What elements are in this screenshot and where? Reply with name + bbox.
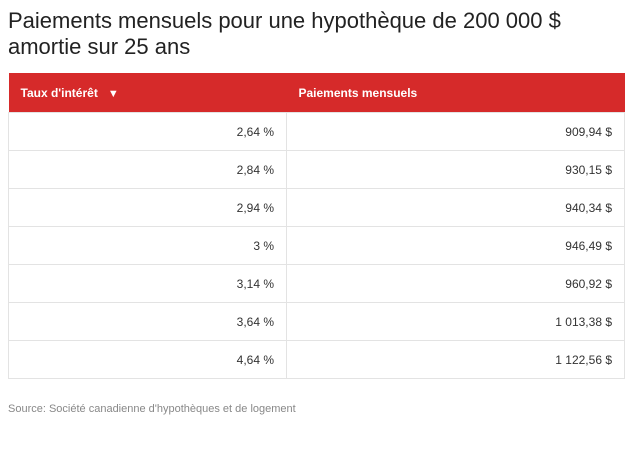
table-header-row: Taux d'intérêt ▼ Paiements mensuels [8,73,625,113]
table-row: 2,64 % 909,94 $ [8,112,625,151]
payment-cell: 946,49 $ [286,226,625,265]
rate-column-header[interactable]: Taux d'intérêt ▼ [9,73,287,113]
rate-cell: 3,14 % [8,264,287,303]
payment-cell: 930,15 $ [286,150,625,189]
sort-down-icon[interactable]: ▼ [107,87,119,100]
table-body: 2,64 % 909,94 $ 2,84 % 930,15 $ 2,94 % 9… [8,112,625,379]
page-title: Paiements mensuels pour une hypothèque d… [8,8,561,59]
table-row: 3,64 % 1 013,38 $ [8,302,625,341]
rate-column-label: Taux d'intérêt [20,85,98,100]
table-row: 3,14 % 960,92 $ [8,264,625,303]
table-row: 2,94 % 940,34 $ [8,188,625,227]
table-header: Taux d'intérêt ▼ Paiements mensuels [8,73,625,113]
rate-cell: 4,64 % [8,340,287,379]
payment-cell: 1 013,38 $ [286,302,625,341]
rate-cell: 2,94 % [8,188,287,227]
rate-cell: 2,64 % [8,112,287,151]
rate-cell: 3 % [8,226,287,265]
rate-cell: 3,64 % [8,302,287,341]
table-row: 2,84 % 930,15 $ [8,150,625,189]
table-row: 4,64 % 1 122,56 $ [8,340,625,379]
payment-cell: 960,92 $ [286,264,625,303]
table-row: 3 % 946,49 $ [8,226,625,265]
mortgage-table-container: Taux d'intérêt ▼ Paiements mensuels 2,64 … [8,73,625,379]
payment-column-header[interactable]: Paiements mensuels [287,73,625,113]
source-note: Source: Société canadienne d'hypothèques… [8,403,296,415]
payment-cell: 940,34 $ [286,188,625,227]
rate-cell: 2,84 % [8,150,287,189]
payment-column-label: Paiements mensuels [298,85,418,100]
payment-cell: 1 122,56 $ [286,340,625,379]
payment-cell: 909,94 $ [286,112,625,151]
mortgage-payments-table: Taux d'intérêt ▼ Paiements mensuels 2,64 … [8,73,625,379]
